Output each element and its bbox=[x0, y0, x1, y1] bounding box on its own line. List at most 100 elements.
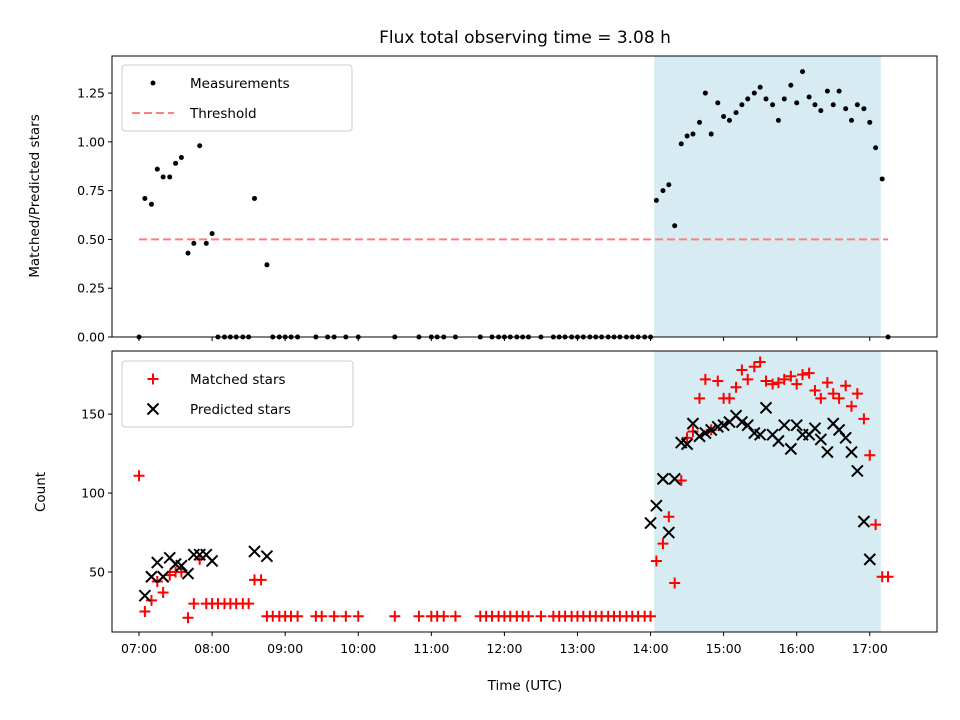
measurement-point bbox=[794, 100, 800, 106]
predicted-star-point bbox=[753, 428, 767, 441]
predicted-star-point bbox=[821, 445, 834, 459]
ratio-legend-box bbox=[121, 64, 353, 132]
predicted-star-point bbox=[680, 437, 694, 451]
measurement-point bbox=[739, 102, 745, 108]
matched-star-point bbox=[882, 571, 894, 583]
matched-star-point bbox=[870, 519, 882, 531]
matched-star-point bbox=[650, 555, 662, 567]
y-tick-label: 0.25 bbox=[77, 281, 105, 296]
matched-star-point bbox=[145, 594, 157, 606]
ratio-y-ticks: 0.00 0.25 0.50 0.75 1.00 1.25 bbox=[77, 86, 112, 345]
matched-star-point bbox=[328, 610, 340, 622]
measurement-point bbox=[770, 102, 776, 108]
matched-star-point bbox=[182, 612, 194, 624]
predicted-star-point bbox=[808, 422, 822, 435]
x-tick-label: 13:00 bbox=[559, 641, 595, 656]
x-tick-label: 08:00 bbox=[194, 641, 230, 656]
matched-star-point bbox=[139, 605, 151, 617]
measurement-point bbox=[836, 88, 842, 94]
predicted-star-point bbox=[156, 570, 170, 583]
matched-star-point bbox=[699, 373, 711, 385]
y-tick-label: 1.25 bbox=[77, 86, 105, 101]
measurement-point bbox=[197, 143, 203, 149]
observing-span bbox=[654, 351, 881, 632]
measurement-point bbox=[812, 102, 818, 108]
matched-star-point bbox=[846, 400, 858, 412]
predicted-legend-marker bbox=[146, 402, 160, 416]
y-tick-label: 0.00 bbox=[77, 330, 105, 345]
matched-star-point bbox=[723, 392, 735, 404]
ratio-legend: Measurements Threshold bbox=[121, 64, 353, 132]
predicted-star-point bbox=[662, 526, 676, 539]
predicted-star-point bbox=[778, 418, 791, 432]
predicted-star-point bbox=[181, 567, 195, 580]
matched-star-point bbox=[754, 356, 766, 368]
measurement-point bbox=[830, 102, 836, 108]
measurement-point bbox=[745, 96, 751, 102]
y-tick-label: 1.00 bbox=[77, 134, 105, 149]
matched-star-point bbox=[864, 449, 876, 461]
matched-star-point bbox=[760, 375, 772, 387]
x-tick-label: 07:00 bbox=[121, 641, 157, 656]
count-x-label: Time (UTC) bbox=[487, 678, 563, 694]
predicted-star-point bbox=[717, 418, 730, 432]
measurement-point bbox=[191, 240, 197, 246]
matched-star-point bbox=[778, 373, 790, 385]
count-panel: 50 100 150 07:00 08:00 09:00 10:00 11:00 12:00 1… bbox=[33, 350, 938, 694]
predicted-star-point bbox=[863, 553, 876, 566]
matched-star-point bbox=[785, 370, 797, 382]
matched-star-point bbox=[730, 381, 742, 393]
matched-star-point bbox=[340, 610, 352, 622]
measurement-point bbox=[757, 84, 763, 90]
measurement-point bbox=[142, 195, 148, 201]
matched-star-point bbox=[157, 587, 169, 599]
measurement-point bbox=[702, 90, 708, 96]
x-tick-label: 12:00 bbox=[486, 641, 522, 656]
measurement-point bbox=[800, 69, 806, 75]
matched-star-point bbox=[791, 378, 803, 390]
measurement-point bbox=[763, 96, 769, 102]
matched-star-point bbox=[797, 369, 809, 381]
predicted-star-point bbox=[790, 418, 803, 432]
matched-star-point bbox=[292, 610, 304, 622]
matched-star-point bbox=[748, 361, 760, 373]
predicted-star-point bbox=[735, 415, 749, 429]
predicted-star-point bbox=[151, 556, 164, 569]
measurement-point bbox=[148, 201, 154, 207]
predicted-star-point bbox=[784, 442, 798, 456]
measurement-point bbox=[666, 182, 672, 188]
measurement-point bbox=[781, 96, 787, 102]
predicted-star-point bbox=[759, 401, 773, 415]
matched-star-point bbox=[827, 388, 839, 400]
measurement-point bbox=[715, 100, 721, 106]
measurement-point bbox=[653, 197, 659, 203]
y-tick-label: 0.50 bbox=[77, 232, 105, 247]
measurement-point bbox=[775, 117, 781, 123]
count-legend-box bbox=[121, 360, 354, 428]
measurement-point bbox=[854, 102, 860, 108]
matched-star-point bbox=[438, 610, 450, 622]
matched-star-point bbox=[833, 392, 845, 404]
measurement-legend-marker bbox=[150, 80, 156, 86]
predicted-star-point bbox=[699, 426, 712, 440]
threshold-legend-label: Threshold bbox=[189, 106, 257, 122]
measurement-point bbox=[678, 141, 684, 147]
measurement-point bbox=[251, 195, 257, 201]
measurement-point bbox=[173, 160, 179, 166]
matched-star-point bbox=[243, 598, 255, 610]
measurement-legend-label: Measurements bbox=[190, 76, 290, 92]
matched-star-point bbox=[188, 598, 200, 610]
y-tick-label: 50 bbox=[89, 565, 105, 580]
matched-legend-label: Matched stars bbox=[190, 372, 286, 388]
measurement-point bbox=[751, 90, 757, 96]
ratio-axes-frame bbox=[111, 55, 938, 338]
count-legend: Matched stars Predicted stars bbox=[121, 360, 354, 428]
matched-star-point bbox=[352, 610, 364, 622]
matched-star-point bbox=[133, 470, 145, 482]
measurement-point bbox=[726, 117, 732, 123]
predicted-star-point bbox=[668, 472, 681, 486]
x-tick-label: 10:00 bbox=[340, 641, 376, 656]
matched-star-point bbox=[767, 378, 779, 390]
measurement-point bbox=[209, 231, 215, 237]
